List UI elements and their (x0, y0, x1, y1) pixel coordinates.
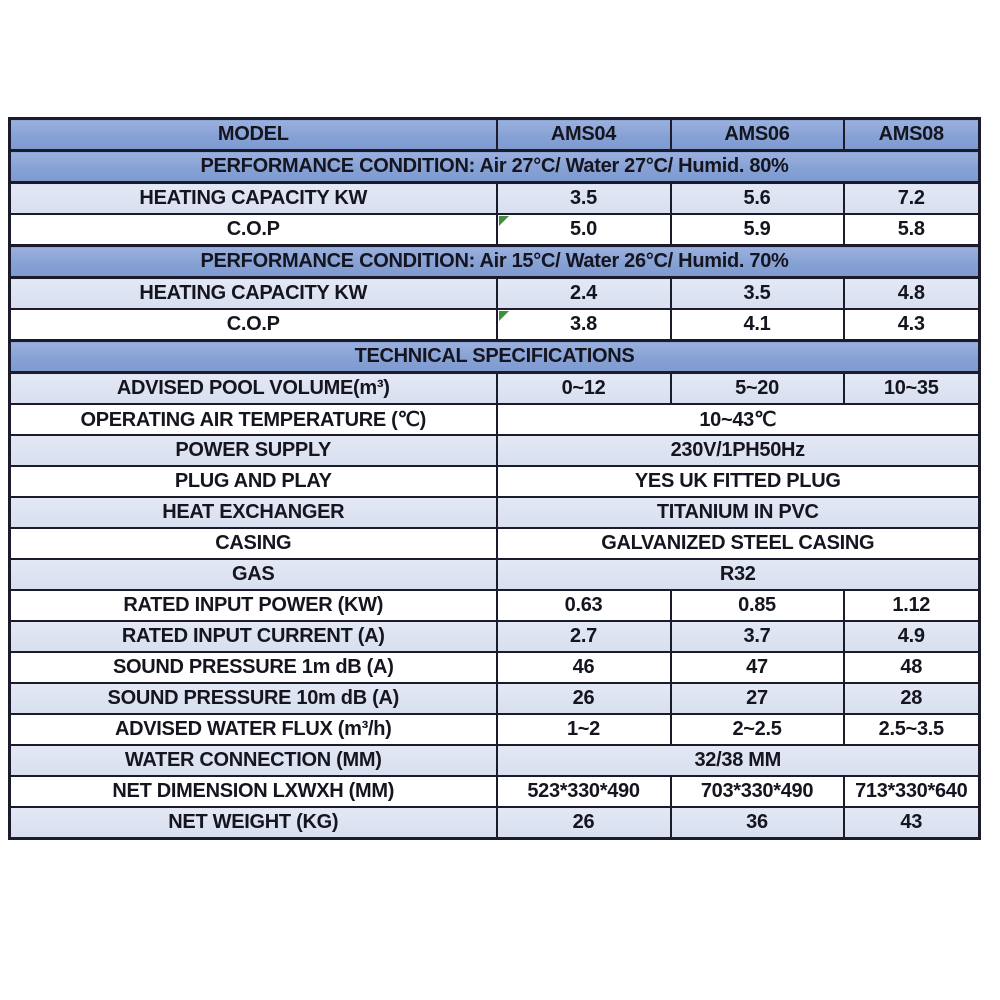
cell-value: 0.63 (495, 589, 672, 622)
cell-value: 0~12 (495, 371, 672, 405)
cell-value: 26 (495, 806, 672, 840)
cell-value: 2.4 (495, 276, 672, 310)
excel-flag-icon (498, 311, 509, 321)
row-label: ADVISED POOL VOLUME(m³) (8, 371, 498, 405)
section-header: PERFORMANCE CONDITION: Air 27°C/ Water 2… (8, 149, 981, 184)
table-row-water-connection: WATER CONNECTION (MM) 32/38 MM (8, 744, 981, 777)
cell-value: 523*330*490 (495, 775, 672, 808)
row-label: GAS (8, 558, 498, 591)
cell-value: 27 (669, 682, 845, 715)
row-label: HEATING CAPACITY KW (8, 276, 498, 310)
cell-value: 46 (495, 651, 672, 684)
cell-value: 2.5~3.5 (842, 713, 981, 746)
table-row-net-dimension: NET DIMENSION LXWXH (MM) 523*330*490 703… (8, 775, 981, 808)
cell-value: 3.5 (669, 276, 845, 310)
row-label: PLUG AND PLAY (8, 465, 498, 498)
merged-cell-value: R32 (495, 558, 981, 591)
cell-value: 26 (495, 682, 672, 715)
table-row-water-flux: ADVISED WATER FLUX (m³/h) 1~2 2~2.5 2.5~… (8, 713, 981, 746)
row-label: NET WEIGHT (KG) (8, 806, 498, 840)
row-label: HEATING CAPACITY KW (8, 181, 498, 215)
merged-cell-value: YES UK FITTED PLUG (495, 465, 981, 498)
cell-value: 47 (669, 651, 845, 684)
row-label: SOUND PRESSURE 10m dB (A) (8, 682, 498, 715)
row-label: C.O.P (8, 213, 498, 247)
cell-value: 1.12 (842, 589, 981, 622)
section-row-performance-2: PERFORMANCE CONDITION: Air 15°C/ Water 2… (8, 244, 981, 279)
row-label: MODEL (8, 117, 498, 152)
table-row-model-header: MODEL AMS04 AMS06 AMS08 (8, 117, 981, 152)
table-row-plug-and-play: PLUG AND PLAY YES UK FITTED PLUG (8, 465, 981, 498)
section-row-performance-1: PERFORMANCE CONDITION: Air 27°C/ Water 2… (8, 149, 981, 184)
table-row-rated-input-current: RATED INPUT CURRENT (A) 2.7 3.7 4.9 (8, 620, 981, 653)
cell-value: 7.2 (842, 181, 981, 215)
table-row-sound-pressure-1m: SOUND PRESSURE 1m dB (A) 46 47 48 (8, 651, 981, 684)
table-row-power-supply: POWER SUPPLY 230V/1PH50Hz (8, 434, 981, 467)
row-label: CASING (8, 527, 498, 560)
cell-value: 5.6 (669, 181, 845, 215)
row-label: NET DIMENSION LXWXH (MM) (8, 775, 498, 808)
model-column-header: AMS08 (842, 117, 981, 152)
cell-value: 4.1 (669, 308, 845, 342)
cell-value: 713*330*640 (842, 775, 981, 808)
row-label: WATER CONNECTION (MM) (8, 744, 498, 777)
row-label: RATED INPUT CURRENT (A) (8, 620, 498, 653)
table-row-pool-volume: ADVISED POOL VOLUME(m³) 0~12 5~20 10~35 (8, 371, 981, 405)
row-label: POWER SUPPLY (8, 434, 498, 467)
model-column-header: AMS06 (669, 117, 845, 152)
section-header: TECHNICAL SPECIFICATIONS (8, 339, 981, 374)
row-label: HEAT EXCHANGER (8, 496, 498, 529)
table-row-gas: GAS R32 (8, 558, 981, 591)
cell-value-text: 3.8 (570, 313, 597, 335)
merged-cell-value: 32/38 MM (495, 744, 981, 777)
row-label: SOUND PRESSURE 1m dB (A) (8, 651, 498, 684)
cell-value: 5.8 (842, 213, 981, 247)
merged-cell-value: TITANIUM IN PVC (495, 496, 981, 529)
model-column-header: AMS04 (495, 117, 672, 152)
table-row-cop-2: C.O.P 3.8 4.1 4.3 (8, 308, 981, 342)
excel-flag-icon (498, 216, 509, 226)
cell-value: 4.8 (842, 276, 981, 310)
table-row-heating-capacity-2: HEATING CAPACITY KW 2.4 3.5 4.8 (8, 276, 981, 310)
cell-value: 43 (842, 806, 981, 840)
row-label: RATED INPUT POWER (KW) (8, 589, 498, 622)
cell-value: 5.9 (669, 213, 845, 247)
merged-cell-value: 10~43℃ (495, 403, 981, 436)
table-row-heating-capacity-1: HEATING CAPACITY KW 3.5 5.6 7.2 (8, 181, 981, 215)
table-row-rated-input-power: RATED INPUT POWER (KW) 0.63 0.85 1.12 (8, 589, 981, 622)
table-row-heat-exchanger: HEAT EXCHANGER TITANIUM IN PVC (8, 496, 981, 529)
cell-value: 28 (842, 682, 981, 715)
cell-value-text: 5.0 (570, 218, 597, 240)
cell-value: 1~2 (495, 713, 672, 746)
cell-value: 3.7 (669, 620, 845, 653)
cell-value: 10~35 (842, 371, 981, 405)
table-row-sound-pressure-10m: SOUND PRESSURE 10m dB (A) 26 27 28 (8, 682, 981, 715)
cell-value: 5~20 (669, 371, 845, 405)
spec-table-container: MODEL AMS04 AMS06 AMS08 PERFORMANCE COND… (8, 117, 981, 840)
cell-value: 2.7 (495, 620, 672, 653)
row-label: OPERATING AIR TEMPERATURE (℃) (8, 403, 498, 436)
table-row-air-temperature: OPERATING AIR TEMPERATURE (℃) 10~43℃ (8, 403, 981, 436)
section-header: PERFORMANCE CONDITION: Air 15°C/ Water 2… (8, 244, 981, 279)
spec-table: MODEL AMS04 AMS06 AMS08 PERFORMANCE COND… (8, 117, 981, 840)
merged-cell-value: 230V/1PH50Hz (495, 434, 981, 467)
row-label: C.O.P (8, 308, 498, 342)
cell-value: 2~2.5 (669, 713, 845, 746)
merged-cell-value: GALVANIZED STEEL CASING (495, 527, 981, 560)
table-row-casing: CASING GALVANIZED STEEL CASING (8, 527, 981, 560)
section-row-technical-specs: TECHNICAL SPECIFICATIONS (8, 339, 981, 374)
table-row-cop-1: C.O.P 5.0 5.9 5.8 (8, 213, 981, 247)
cell-value: 3.5 (495, 181, 672, 215)
cell-value: 3.8 (495, 308, 672, 342)
cell-value: 36 (669, 806, 845, 840)
table-row-net-weight: NET WEIGHT (KG) 26 36 43 (8, 806, 981, 840)
cell-value: 48 (842, 651, 981, 684)
cell-value: 703*330*490 (669, 775, 845, 808)
cell-value: 4.3 (842, 308, 981, 342)
cell-value: 4.9 (842, 620, 981, 653)
cell-value: 0.85 (669, 589, 845, 622)
row-label: ADVISED WATER FLUX (m³/h) (8, 713, 498, 746)
cell-value: 5.0 (495, 213, 672, 247)
